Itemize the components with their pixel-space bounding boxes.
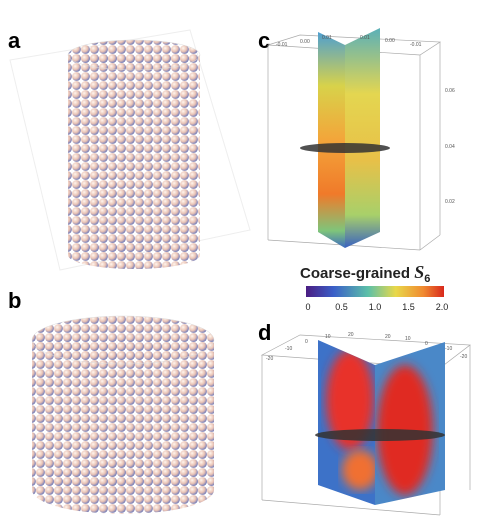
colorbar-tick-label: 0 — [305, 302, 310, 312]
tick-label: 0.00 — [300, 39, 310, 45]
tick-label: -20 — [460, 354, 467, 360]
tick-label: -10 — [285, 346, 292, 352]
tick-label: -0.01 — [276, 42, 288, 48]
heatmap-d — [260, 334, 471, 516]
tick-label: 0.02 — [445, 199, 455, 205]
colorbar-tick-label: 2.0 — [436, 302, 449, 312]
tick-label: -10 — [445, 346, 452, 352]
tick-label: 0.06 — [445, 88, 455, 94]
heatmap-c — [267, 28, 442, 251]
tick-label: 0.01 — [322, 35, 332, 41]
panel-label: c — [258, 28, 270, 53]
colorbar-subscript: 6 — [424, 273, 430, 285]
colorbar-text: Coarse-grained — [300, 265, 410, 282]
tick-label: 20 — [348, 332, 354, 338]
colorbar-tick-label: 1.5 — [402, 302, 415, 312]
colorbar-tick-label: 1.0 — [369, 302, 382, 312]
tick-label: 0.00 — [385, 38, 395, 44]
panel-label: b — [8, 288, 21, 313]
panel-label: d — [258, 320, 271, 345]
tick-label: 0.04 — [445, 144, 455, 150]
panel-label: a — [8, 28, 21, 53]
colorbar-tick-label: 0.5 — [335, 302, 348, 312]
tick-label: 0 — [425, 341, 428, 347]
tick-label: -0.01 — [410, 42, 422, 48]
cylinder-a — [67, 39, 201, 269]
colorbar — [306, 286, 444, 297]
tick-label: -20 — [266, 356, 273, 362]
cylinder-b — [31, 315, 215, 514]
colorbar-symbol: S — [414, 262, 424, 282]
tick-label: 10 — [325, 334, 331, 340]
tick-label: 20 — [385, 334, 391, 340]
tick-label: 0 — [305, 339, 308, 345]
tick-label: 10 — [405, 336, 411, 342]
colorbar-label: Coarse-grained S6 — [300, 262, 430, 285]
tick-label: 0.01 — [360, 35, 370, 41]
